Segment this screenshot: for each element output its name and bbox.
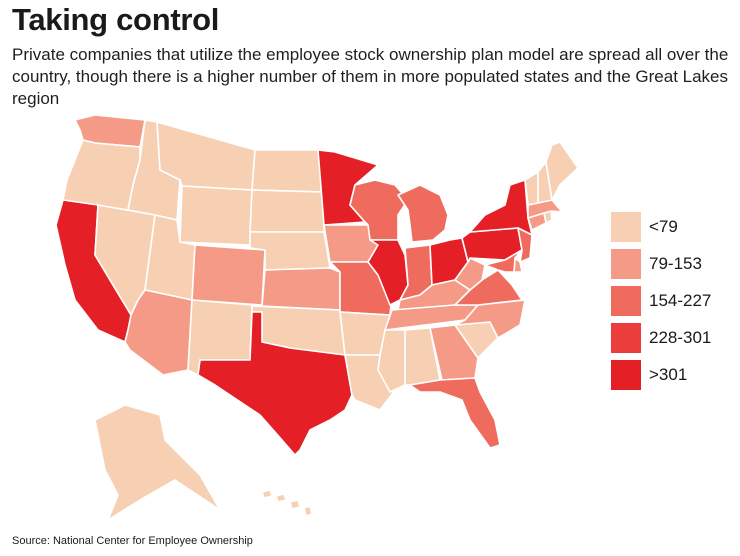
state-vt: [524, 171, 539, 206]
legend-swatch: [611, 360, 641, 390]
legend-item: >301: [611, 360, 711, 390]
state-ak: [94, 404, 221, 521]
legend-item: 154-227: [611, 286, 711, 316]
state-co: [191, 244, 266, 306]
state-il: [367, 239, 409, 306]
state-or: [62, 139, 141, 211]
legend-label: 228-301: [649, 328, 712, 347]
state-mi: [397, 184, 449, 243]
source-note: Source: National Center for Employee Own…: [12, 535, 253, 547]
legend-item: 79-153: [611, 249, 711, 279]
legend-label: 79-153: [649, 254, 702, 273]
legend-label: <79: [649, 217, 678, 236]
legend-swatch: [611, 212, 641, 242]
chart-title: Taking control: [12, 2, 220, 37]
legend-item: 228-301: [611, 323, 711, 353]
legend: <79 79-153 154-227 228-301 >301: [611, 212, 711, 397]
legend-item: <79: [611, 212, 711, 242]
legend-swatch: [611, 286, 641, 316]
state-hi: [289, 499, 301, 510]
state-ks: [261, 267, 341, 311]
chart-subtitle: Private companies that utilize the emplo…: [12, 45, 729, 108]
state-ga: [429, 324, 479, 381]
state-ny: [469, 179, 533, 236]
state-hi: [261, 489, 273, 499]
state-md: [484, 249, 523, 273]
state-hi: [303, 505, 313, 517]
state-fl: [409, 377, 501, 449]
state-me: [545, 141, 579, 201]
legend-label: >301: [649, 365, 688, 384]
legend-swatch: [611, 323, 641, 353]
state-hi: [275, 493, 287, 503]
legend-label: 154-227: [649, 291, 712, 310]
state-tx: [197, 311, 353, 456]
legend-swatch: [611, 249, 641, 279]
state-sd: [249, 189, 325, 233]
state-nj: [517, 227, 533, 263]
state-wy: [179, 185, 253, 246]
state-nd: [251, 149, 324, 193]
